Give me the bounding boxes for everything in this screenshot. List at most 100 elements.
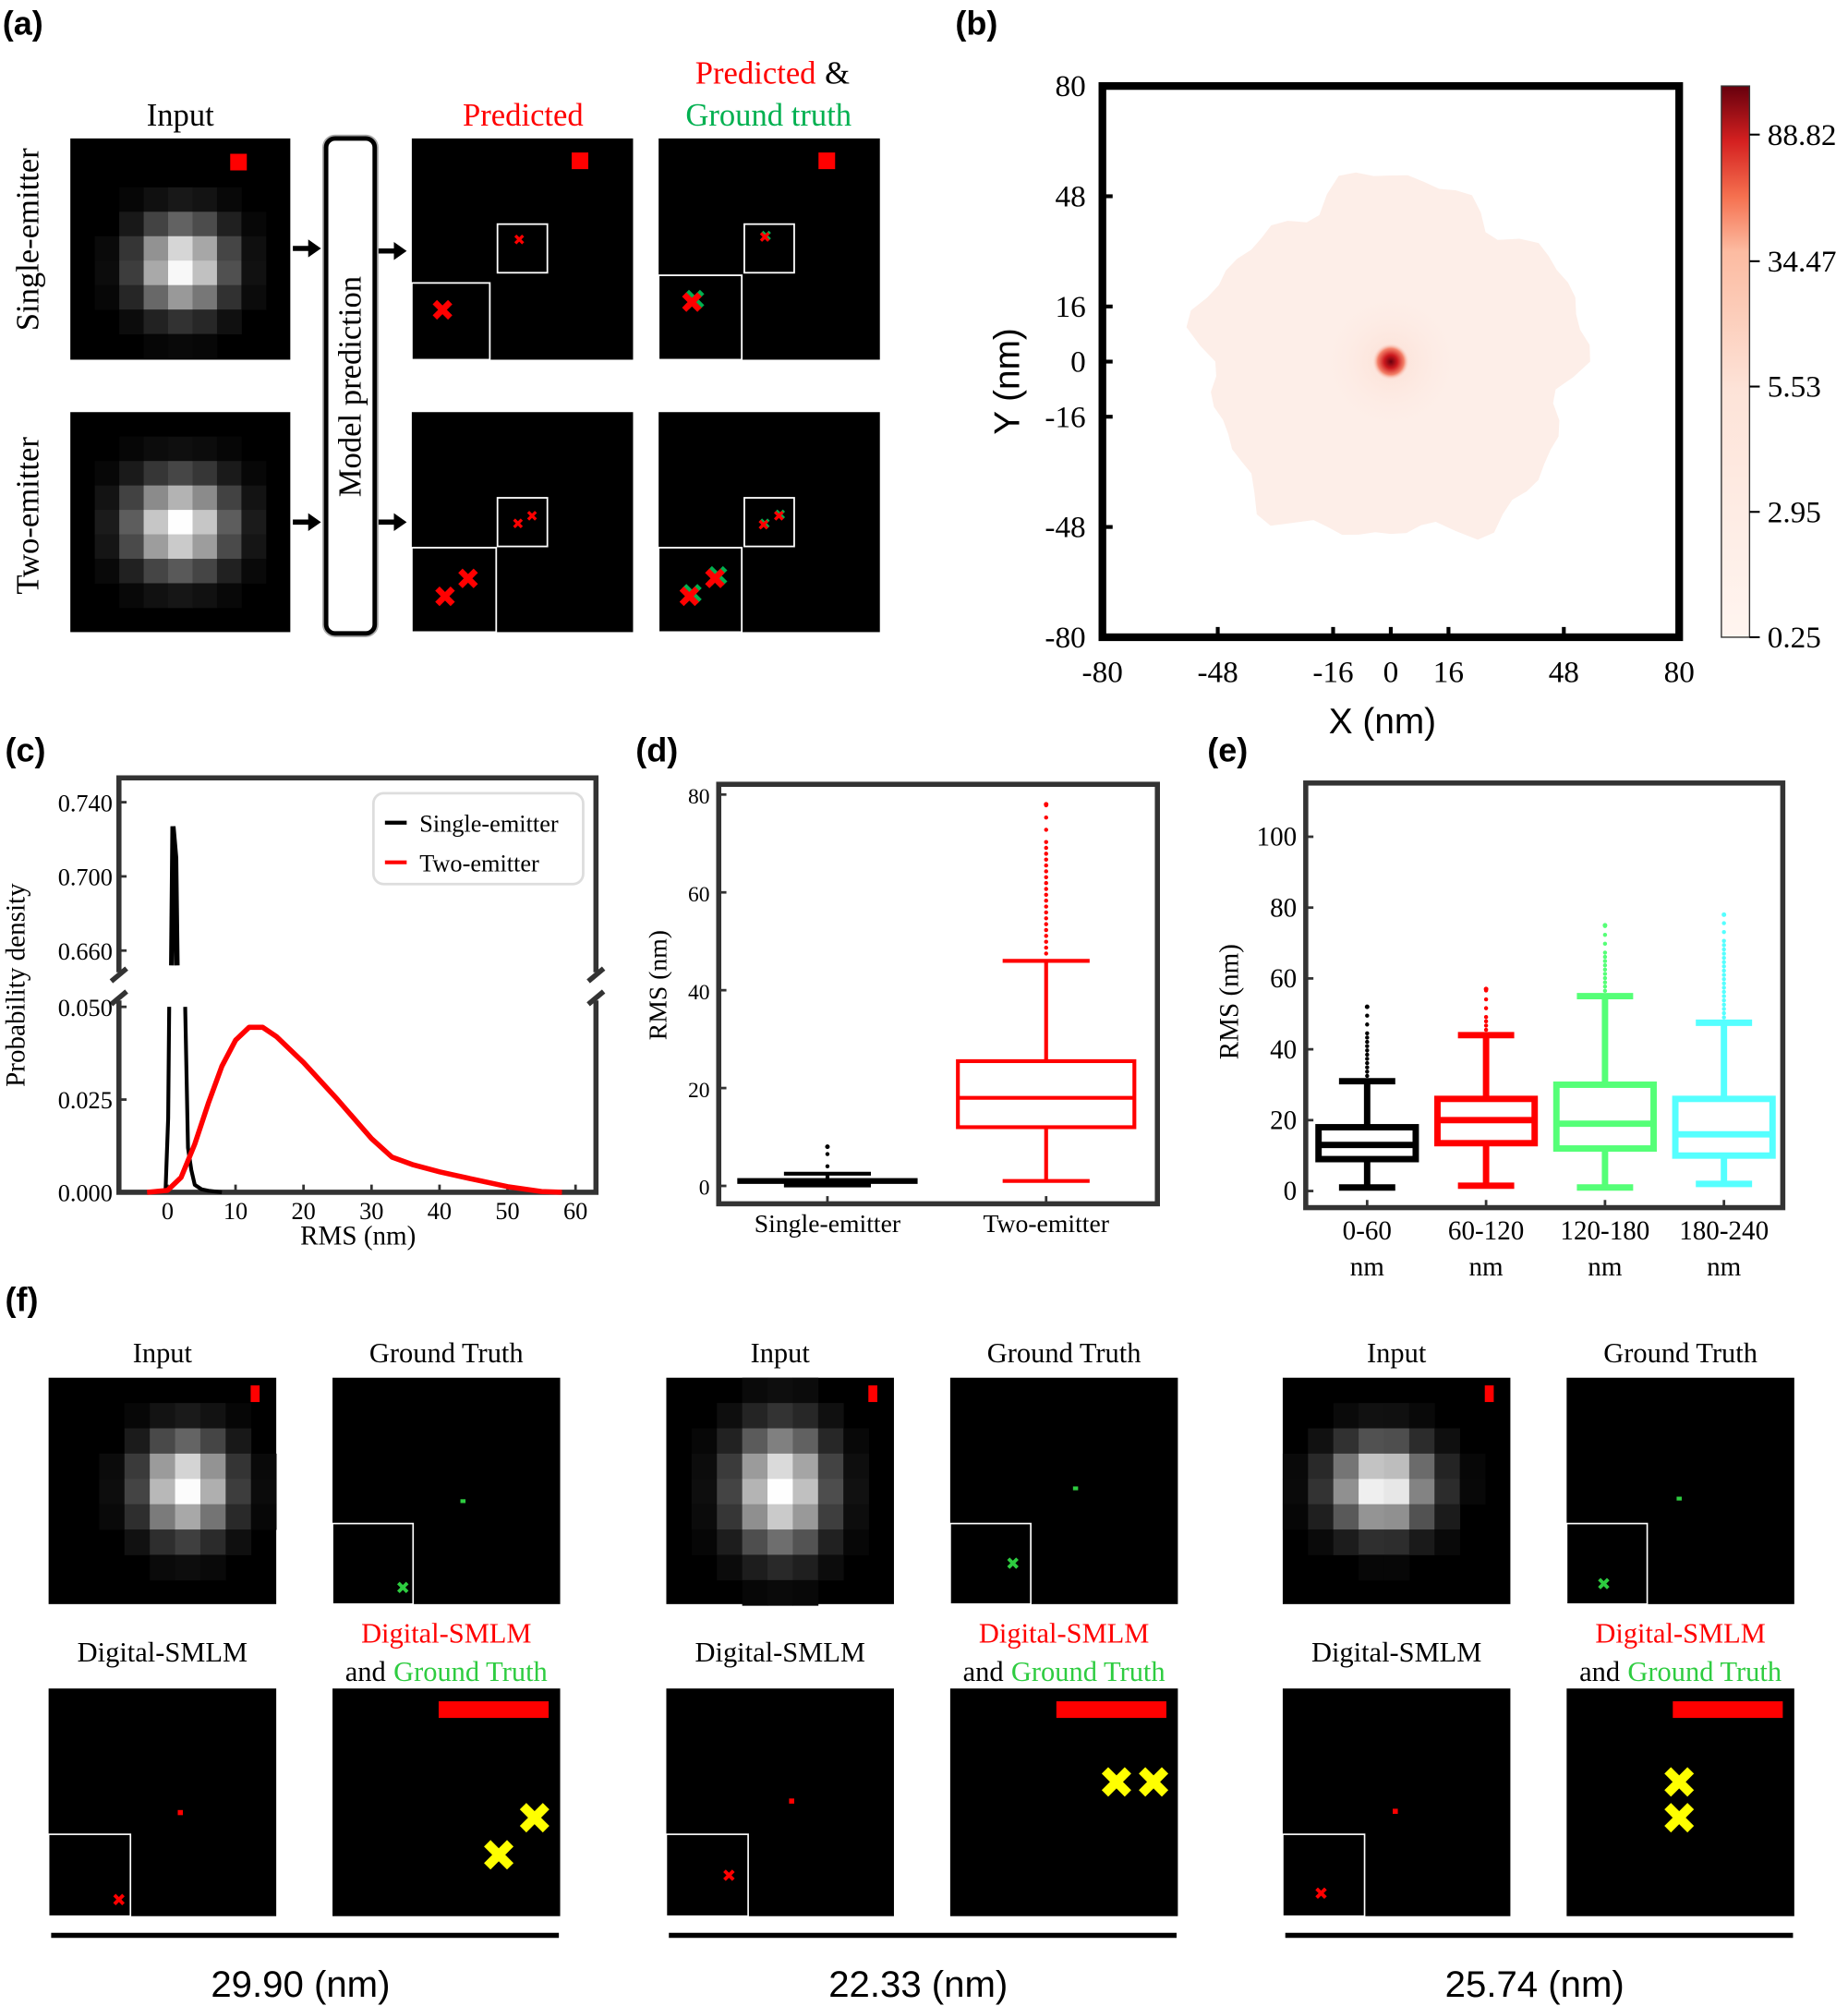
image-pixel (1359, 1554, 1384, 1581)
image-pixel (175, 1529, 201, 1555)
overlay-image (1566, 1688, 1794, 1916)
arrow-right-icon (293, 239, 321, 258)
outlier-point (1602, 941, 1608, 947)
scale-marker-icon (250, 1385, 260, 1403)
image-pixel (1359, 1479, 1384, 1505)
image-pixel (691, 1504, 718, 1530)
outlier-point (1365, 1060, 1370, 1066)
outlier-point (1044, 922, 1048, 926)
image-pixel (767, 1428, 793, 1455)
comparison-group-1: Input Ground Truth Digital-SMLM Digital-SML… (47, 1337, 561, 2005)
image-pixel (1383, 1453, 1410, 1480)
image-pixel (119, 436, 144, 462)
outlier-point (1602, 967, 1608, 973)
image-pixel (216, 436, 242, 462)
x-tick-label: -80 (1082, 655, 1123, 689)
outlier-point (1044, 916, 1048, 921)
x-axis-label: RMS (nm) (300, 1222, 416, 1251)
image-pixel (767, 1479, 793, 1505)
image-pixel (742, 1377, 768, 1404)
whisker-cap (1338, 1078, 1395, 1191)
image-pixel (216, 260, 242, 286)
outlier-point (1721, 1007, 1726, 1011)
image-pixel (742, 1529, 768, 1555)
overlay-gt-text: Ground Truth (1011, 1656, 1166, 1687)
density-peak (1371, 343, 1410, 381)
image-pixel (1308, 1428, 1335, 1455)
x-marker-stroke (432, 299, 453, 320)
image-pixel (1308, 1529, 1335, 1555)
image-pixel (767, 1554, 793, 1581)
image-pixel (767, 1377, 793, 1404)
image-pixel (119, 559, 144, 584)
image-pixel (168, 559, 193, 584)
image-pixel (1359, 1504, 1384, 1530)
y-tick-label: 100 (1257, 823, 1298, 852)
image-pixel (216, 510, 242, 535)
y-tick-label: 0.000 (58, 1180, 113, 1207)
outlier-point (1721, 973, 1726, 977)
image-pixel (143, 187, 169, 212)
image-pixel (1434, 1529, 1461, 1555)
column-title-overlay-line1: Digital-SMLM (979, 1617, 1149, 1649)
image-pixel (1434, 1428, 1461, 1455)
outlier-point (1044, 904, 1048, 909)
image-pixel (168, 211, 193, 237)
category-unit-label: nm (1469, 1252, 1504, 1282)
image-pixel (843, 1428, 869, 1455)
image-pixel (792, 1479, 819, 1505)
outlier-point (1044, 927, 1048, 933)
y-tick-label: -48 (1045, 511, 1085, 545)
outlier-point (1721, 955, 1726, 961)
outlier-point (1365, 1073, 1370, 1079)
overlay-image (949, 1688, 1178, 1916)
outlier-point (1044, 857, 1048, 862)
column-title-digital-smlm: Digital-SMLM (78, 1637, 248, 1668)
y-tick-label: 0 (1070, 345, 1086, 380)
column-title-ground-truth: Ground Truth (1603, 1337, 1757, 1369)
outlier-point (1721, 943, 1726, 948)
outlier-point (1483, 997, 1489, 1002)
x-marker-stroke (1664, 1767, 1695, 1797)
image-pixel (124, 1428, 151, 1455)
predicted-image-two-emitter (410, 412, 634, 634)
image-pixel (792, 1504, 819, 1530)
scale-marker-icon (818, 152, 836, 170)
image-pixel (143, 461, 169, 487)
x-tick-label: 0 (162, 1198, 174, 1225)
image-pixel (742, 1403, 768, 1429)
x-marker-stroke (458, 568, 478, 588)
predicted-marker-icon (435, 586, 455, 607)
column-title-ground-truth: Ground Truth (987, 1337, 1141, 1369)
image-pixel (1408, 1403, 1435, 1429)
image-background (411, 138, 634, 360)
overlay-and-text: and (963, 1656, 1004, 1687)
image-pixel (124, 1529, 151, 1555)
image-pixel (150, 1529, 175, 1555)
arrow-head (308, 513, 321, 532)
arrow-right-icon (378, 513, 407, 532)
image-pixel (168, 333, 193, 359)
image-pixel (143, 583, 169, 609)
outlier-point (1602, 954, 1608, 960)
ground-truth-image (332, 1377, 561, 1604)
x-marker-stroke (396, 1581, 409, 1594)
outlier-point (1044, 869, 1048, 874)
image-pixel (99, 1504, 126, 1530)
image-pixel (199, 1504, 226, 1530)
category-label: Two-emitter (984, 1209, 1109, 1238)
image-pixel (143, 436, 169, 462)
outlier-point (1721, 921, 1726, 925)
image-pixel (119, 284, 144, 310)
image-pixel (119, 583, 144, 609)
image-pixel (175, 1554, 201, 1581)
image-pixel (175, 1403, 201, 1429)
x-marker-stroke (682, 292, 702, 312)
colorbar-tick-label: 5.53 (1768, 370, 1821, 405)
box-120-180 (1552, 923, 1657, 1208)
zoom-inset-box (1565, 1522, 1649, 1605)
image-pixel (199, 1453, 226, 1480)
zoom-inset-box (47, 1833, 132, 1917)
column-title-input: Input (1367, 1337, 1427, 1369)
